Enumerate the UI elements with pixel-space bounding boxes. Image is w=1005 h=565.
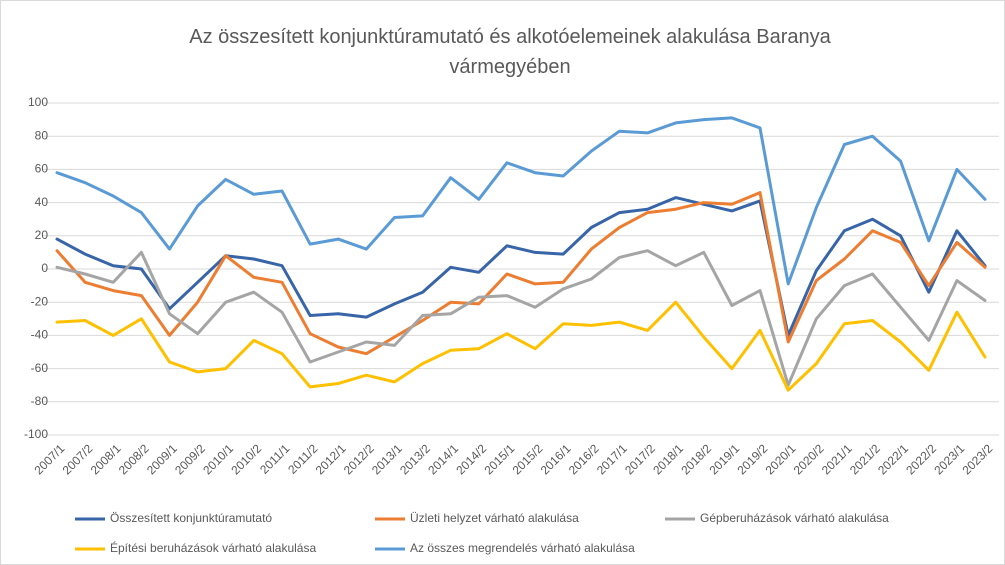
y-tick-label: -20	[31, 294, 49, 308]
series-line	[55, 196, 987, 337]
x-tick-label: 2021/2	[847, 441, 883, 477]
x-tick-label: 2009/1	[144, 441, 180, 477]
x-tick-label: 2012/1	[313, 441, 349, 477]
x-tick-label: 2020/1	[763, 441, 799, 477]
series-line	[55, 300, 987, 392]
legend-label: Gépberuházások várható alakulása	[700, 511, 889, 525]
x-tick-label: 2015/2	[510, 441, 546, 477]
x-tick-label: 2007/2	[60, 441, 96, 477]
y-tick-label: -40	[31, 328, 49, 342]
x-tick-label: 2008/2	[116, 441, 152, 477]
x-tick-label: 2010/1	[200, 441, 236, 477]
y-tick-label: 100	[28, 95, 48, 109]
y-tick-label: -80	[31, 394, 49, 408]
y-tick-label: 60	[35, 162, 49, 176]
x-tick-label: 2011/1	[257, 441, 292, 476]
x-tick-label: 2019/2	[735, 441, 771, 477]
x-tick-label: 2022/1	[875, 441, 911, 477]
x-tick-label: 2008/1	[88, 441, 124, 477]
x-tick-label: 2015/1	[481, 441, 517, 477]
x-tick-label: 2014/2	[453, 441, 489, 477]
chart-title: Az összesített konjunktúramutató és alko…	[189, 26, 831, 78]
x-tick-label: 2016/2	[566, 441, 602, 477]
x-tick-label: 2010/2	[228, 441, 264, 477]
x-tick-label: 2013/2	[397, 441, 433, 477]
legend-label: Összesített konjunktúramutató	[110, 511, 272, 525]
x-tick-label: 2014/1	[425, 441, 461, 477]
legend-label: Építési beruházások várható alakulása	[110, 540, 316, 555]
series-line	[55, 191, 987, 356]
x-tick-label: 2018/2	[678, 441, 714, 477]
y-tick-label: 80	[35, 128, 49, 142]
x-tick-label: 2007/1	[32, 441, 68, 477]
x-tick-label: 2017/2	[622, 441, 658, 477]
x-tick-label: 2023/2	[960, 441, 996, 477]
y-tick-label: 0	[41, 261, 48, 275]
x-tick-label: 2023/1	[931, 441, 967, 477]
x-tick-label: 2020/2	[791, 441, 827, 477]
series-line	[55, 249, 987, 387]
x-tick-label: 2009/2	[172, 441, 208, 477]
series-line	[55, 116, 987, 286]
x-tick-label: 2012/2	[341, 441, 377, 477]
x-tick-label: 2021/1	[819, 441, 855, 477]
x-tick-label: 2022/2	[903, 441, 939, 477]
x-tick-label: 2016/1	[538, 441, 574, 477]
legend-label: Üzleti helyzet várható alakulása	[410, 511, 579, 525]
x-tick-label: 2018/1	[650, 441, 686, 477]
x-tick-label: 2019/1	[706, 441, 742, 477]
x-tick-label: 2013/1	[369, 441, 405, 477]
y-tick-label: -60	[31, 361, 49, 375]
x-tick-label: 2017/1	[594, 441, 630, 477]
y-tick-label: -100	[24, 427, 48, 441]
y-tick-label: 20	[35, 228, 49, 242]
legend-label: Az összes megrendelés várható alakulása	[410, 541, 635, 555]
y-tick-label: 40	[35, 195, 49, 209]
